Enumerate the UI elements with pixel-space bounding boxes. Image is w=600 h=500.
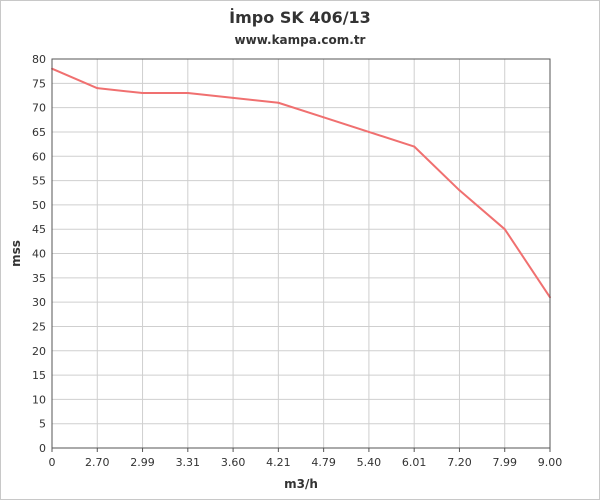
chart-title: İmpo SK 406/13 bbox=[229, 8, 371, 27]
x-tick-label: 4.21 bbox=[266, 456, 291, 469]
data-point bbox=[186, 92, 189, 95]
y-tick-label: 55 bbox=[32, 175, 46, 188]
y-axis-label: mss bbox=[9, 240, 23, 267]
x-tick-label: 2.99 bbox=[130, 456, 155, 469]
data-point bbox=[232, 96, 235, 99]
x-tick-label: 3.31 bbox=[176, 456, 201, 469]
series-line-0 bbox=[51, 67, 551, 298]
chart-subtitle: www.kampa.com.tr bbox=[234, 33, 366, 47]
y-tick-label: 70 bbox=[32, 102, 46, 115]
x-tick-label: 2.70 bbox=[85, 456, 110, 469]
y-tick-label: 15 bbox=[32, 369, 46, 382]
x-axis-label: m3/h bbox=[284, 477, 318, 491]
x-tick-label: 5.40 bbox=[357, 456, 382, 469]
grid-lines bbox=[51, 58, 551, 449]
y-tick-label: 40 bbox=[32, 248, 46, 261]
x-tick-label: 9.00 bbox=[538, 456, 563, 469]
y-axis-ticks: 0 5 10 15 20 25 30 35 40 45 50 55 60 65 70 75 80 bbox=[32, 53, 46, 455]
data-point bbox=[413, 145, 416, 148]
y-tick-label: 65 bbox=[32, 126, 46, 139]
data-point bbox=[458, 189, 461, 192]
data-point bbox=[277, 101, 280, 104]
y-tick-label: 5 bbox=[39, 418, 46, 431]
plot-area-border bbox=[51, 58, 551, 449]
y-tick-label: 30 bbox=[32, 296, 46, 309]
y-tick-label: 25 bbox=[32, 320, 46, 333]
x-tick-label: 6.01 bbox=[402, 456, 427, 469]
data-point bbox=[367, 130, 370, 133]
data-point bbox=[141, 92, 144, 95]
y-tick-label: 50 bbox=[32, 199, 46, 212]
x-tick-label: 0 bbox=[49, 456, 56, 469]
x-tick-label: 7.99 bbox=[492, 456, 517, 469]
y-tick-label: 10 bbox=[32, 393, 46, 406]
series-layer bbox=[51, 67, 551, 299]
x-tick-label: 4.79 bbox=[311, 456, 336, 469]
y-tick-label: 75 bbox=[32, 77, 46, 90]
y-tick-label: 35 bbox=[32, 272, 46, 285]
data-point bbox=[503, 228, 506, 231]
x-axis-ticks: 0 2.70 2.99 3.31 3.60 4.21 4.79 5.40 6.01 7.20 7.9… bbox=[49, 448, 563, 469]
x-tick-label: 3.60 bbox=[221, 456, 246, 469]
y-tick-label: 0 bbox=[39, 442, 46, 455]
y-tick-label: 20 bbox=[32, 345, 46, 358]
y-tick-label: 80 bbox=[32, 53, 46, 66]
x-tick-label: 7.20 bbox=[447, 456, 472, 469]
y-tick-label: 45 bbox=[32, 223, 46, 236]
data-point bbox=[322, 116, 325, 119]
y-tick-label: 60 bbox=[32, 150, 46, 163]
data-point bbox=[96, 87, 99, 90]
